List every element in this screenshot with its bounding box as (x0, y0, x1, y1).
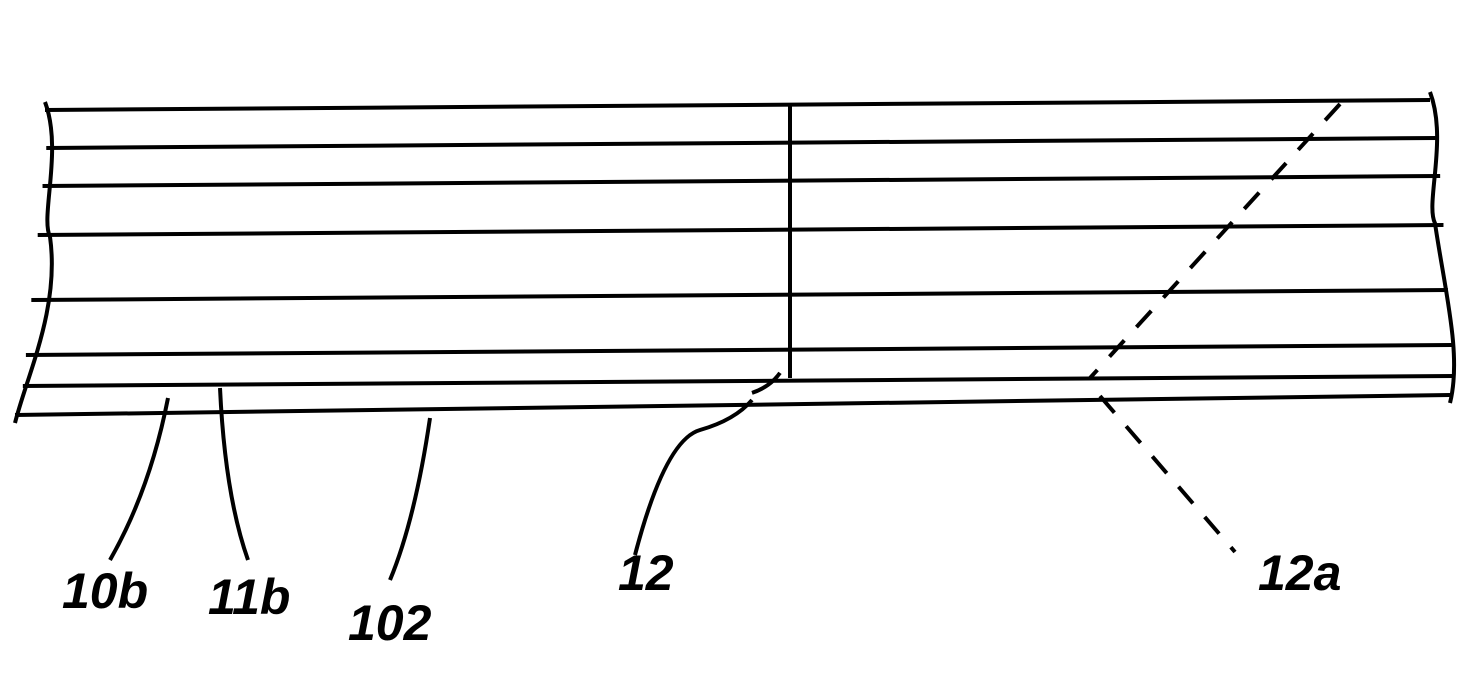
top-edge (45, 100, 1430, 110)
leader-12 (635, 400, 752, 555)
bottom-edge (15, 395, 1450, 415)
label-12a: 12a (1258, 545, 1341, 601)
h-layer-line (38, 225, 1444, 235)
dashed-line-12a (1090, 104, 1340, 378)
leader-12a (1100, 396, 1235, 552)
h-layer-line (43, 176, 1441, 186)
leader-102 (390, 418, 430, 580)
label-12: 12 (618, 545, 674, 601)
label-10b: 10b (62, 563, 148, 619)
leader-10b (110, 398, 168, 560)
h-layer-line (26, 345, 1452, 355)
left-break-edge (15, 102, 52, 423)
label-11b: 11b (208, 569, 290, 625)
label-102: 102 (348, 595, 432, 651)
h-layer-line (31, 290, 1448, 300)
h-layer-line (23, 376, 1454, 386)
h-layer-line (46, 138, 1437, 148)
